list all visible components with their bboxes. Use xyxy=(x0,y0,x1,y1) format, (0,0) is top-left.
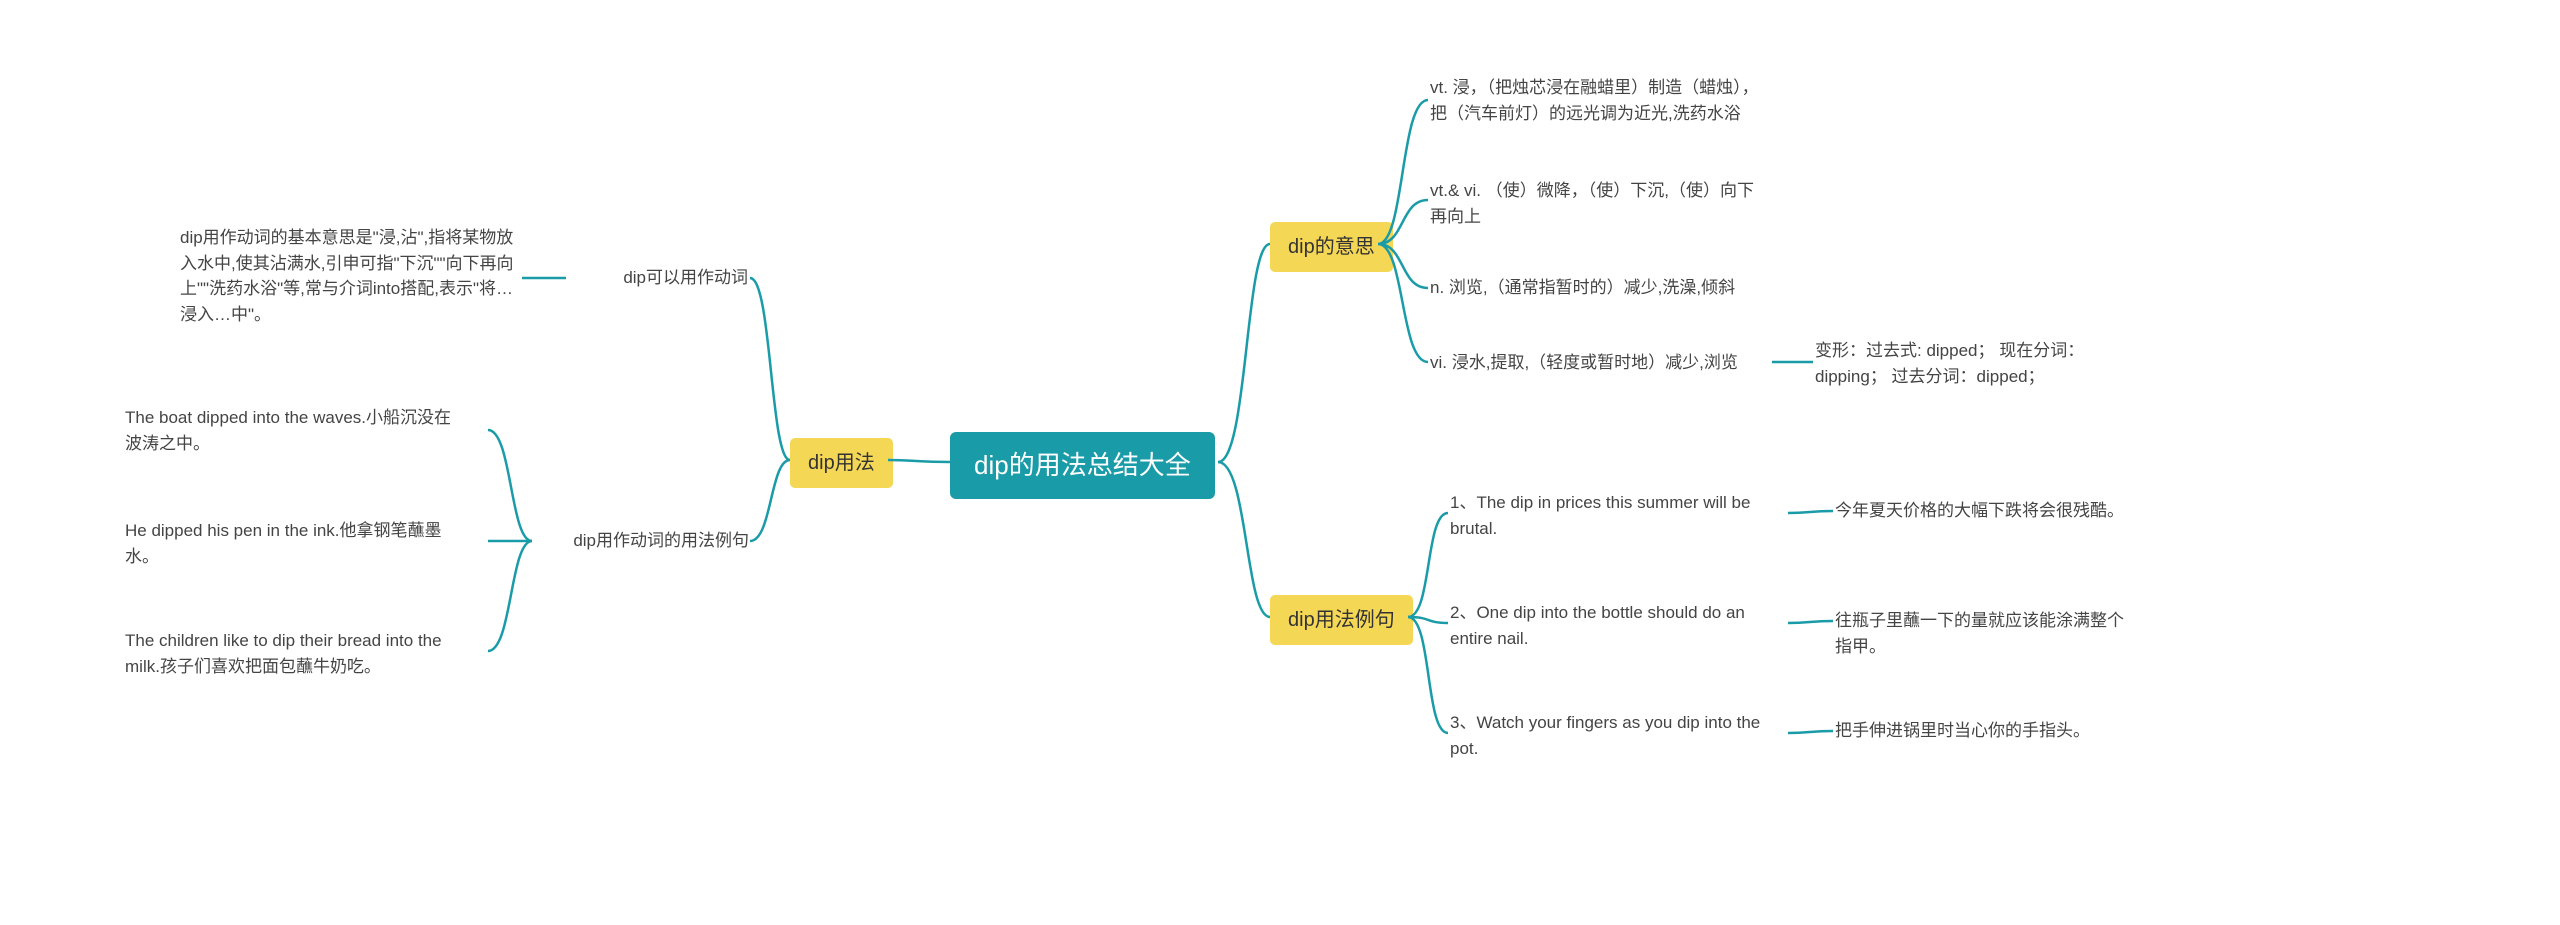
leaf-ex3: 3、Watch your fingers as you dip into the… xyxy=(1450,710,1785,761)
leaf-ex3-trans: 把手伸进锅里时当心你的手指头。 xyxy=(1835,718,2125,744)
leaf-ex-pen: He dipped his pen in the ink.他拿钢笔蘸墨水。 xyxy=(125,518,465,569)
leaf-verb-examples-heading: dip用作动词的用法例句 xyxy=(534,528,749,554)
branch-right-meaning: dip的意思 xyxy=(1270,222,1393,272)
leaf-ex2: 2、One dip into the bottle should do an e… xyxy=(1450,600,1785,651)
leaf-ex-boat: The boat dipped into the waves.小船沉没在波涛之中… xyxy=(125,405,465,456)
leaf-ex1-trans: 今年夏天价格的大幅下跌将会很残酷。 xyxy=(1835,498,2125,524)
leaf-ex2-trans: 往瓶子里蘸一下的量就应该能涂满整个指甲。 xyxy=(1835,608,2125,659)
connectors xyxy=(0,0,2560,925)
leaf-ex-children: The children like to dip their bread int… xyxy=(125,628,465,679)
leaf-meaning-forms: 变形：过去式: dipped； 现在分词：dipping； 过去分词：dippe… xyxy=(1815,338,2155,389)
leaf-meaning-vi: vi. 浸水,提取,（轻度或暂时地）减少,浏览 xyxy=(1430,350,1770,376)
leaf-ex1: 1、The dip in prices this summer will be … xyxy=(1450,490,1785,541)
leaf-meaning-n: n. 浏览,（通常指暂时的）减少,洗澡,倾斜 xyxy=(1430,275,1770,301)
leaf-meaning-vtvi: vt.& vi. （使）微降，（使）下沉,（使）向下再向上 xyxy=(1430,178,1770,229)
leaf-verb-desc: dip用作动词的基本意思是"浸,沾",指将某物放入水中,使其沾满水,引申可指"下… xyxy=(180,225,520,327)
branch-left-usage: dip用法 xyxy=(790,438,893,488)
leaf-verb-usage: dip可以用作动词 xyxy=(568,265,748,291)
root-node: dip的用法总结大全 xyxy=(950,432,1215,499)
branch-right-examples: dip用法例句 xyxy=(1270,595,1413,645)
leaf-meaning-vt: vt. 浸，（把烛芯浸在融蜡里）制造（蜡烛），把（汽车前灯）的远光调为近光,洗药… xyxy=(1430,75,1770,126)
